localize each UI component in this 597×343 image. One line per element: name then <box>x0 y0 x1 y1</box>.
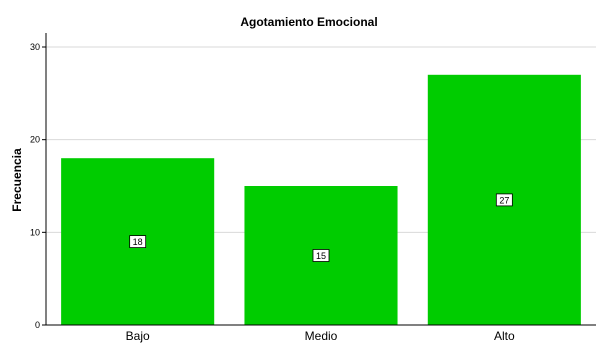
data-label: 18 <box>133 237 143 247</box>
data-label: 27 <box>499 195 509 205</box>
x-tick-label: Alto <box>494 329 515 343</box>
data-label: 15 <box>316 251 326 261</box>
y-tick-label: 30 <box>30 42 40 52</box>
axes: 0 10 20 30 Bajo Medio Alto <box>30 33 596 343</box>
data-labels: 18 15 27 <box>129 193 513 262</box>
data-label-box <box>495 193 513 207</box>
y-axis-label: Frecuencia <box>10 148 24 212</box>
data-label-box <box>312 249 330 262</box>
x-tick-label: Medio <box>305 329 338 343</box>
data-label-box <box>129 235 147 249</box>
y-tick-label: 0 <box>35 320 40 330</box>
chart-title: Agotamiento Emocional <box>240 15 377 29</box>
x-tick-label: Bajo <box>126 329 150 343</box>
y-tick-label: 20 <box>30 135 40 145</box>
y-tick-label: 10 <box>30 227 40 237</box>
